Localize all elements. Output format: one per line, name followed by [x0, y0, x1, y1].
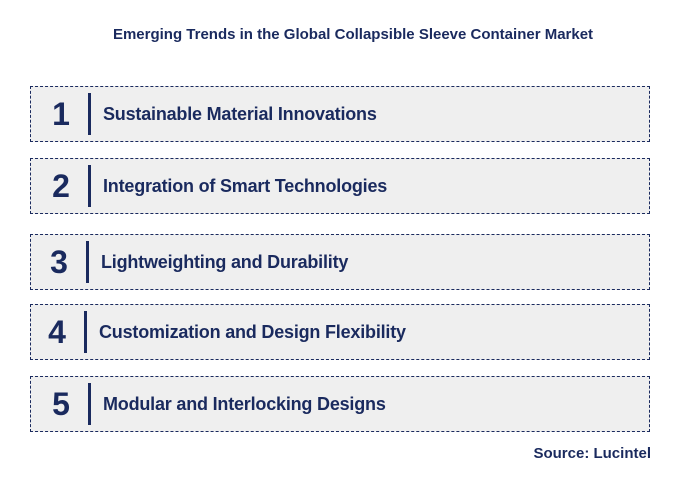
trend-number: 4	[48, 313, 66, 350]
trend-divider	[84, 311, 87, 353]
trend-divider	[86, 241, 89, 283]
trend-item-1: 1 Sustainable Material Innovations	[30, 86, 650, 142]
trend-divider	[88, 383, 91, 425]
trend-item-5: 5 Modular and Interlocking Designs	[30, 376, 650, 432]
trend-label: Lightweighting and Durability	[101, 251, 349, 272]
trend-label: Modular and Interlocking Designs	[103, 393, 386, 414]
trend-number: 5	[52, 385, 70, 422]
diagram-title: Emerging Trends in the Global Collapsibl…	[112, 26, 594, 43]
trend-number: 3	[50, 243, 68, 280]
trend-divider	[88, 165, 91, 207]
trend-item-4: 4 Customization and Design Flexibility	[30, 304, 650, 360]
source-credit: Source: Lucintel	[533, 445, 651, 462]
trend-number: 2	[52, 167, 70, 204]
trend-label: Customization and Design Flexibility	[99, 321, 406, 342]
trend-item-2: 2 Integration of Smart Technologies	[30, 158, 650, 214]
trend-label: Integration of Smart Technologies	[103, 175, 388, 196]
trend-item-3: 3 Lightweighting and Durability	[30, 234, 650, 290]
trend-label: Sustainable Material Innovations	[103, 103, 377, 124]
trend-number: 1	[52, 95, 70, 132]
trend-divider	[88, 93, 91, 135]
